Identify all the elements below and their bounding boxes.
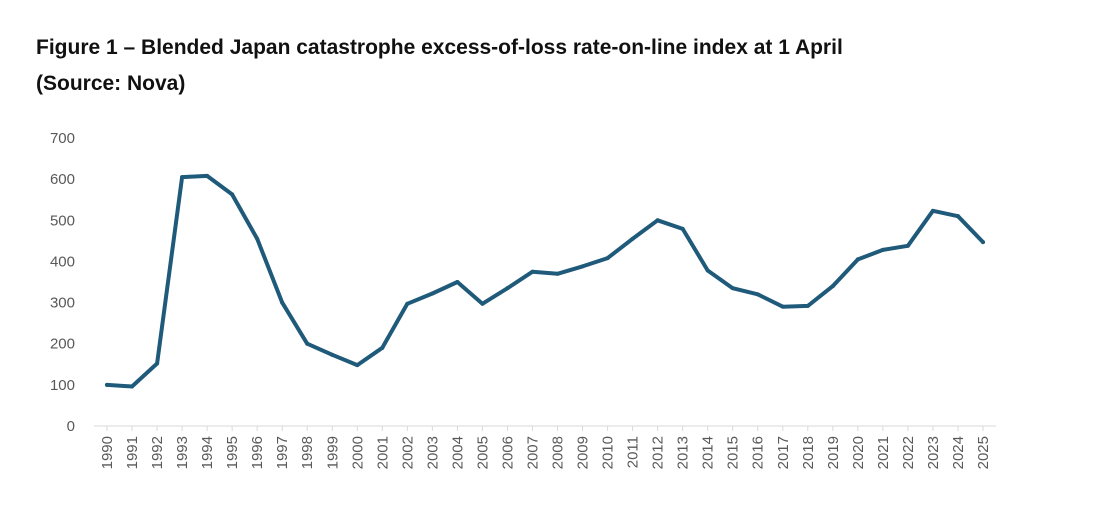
data-point <box>455 280 460 284</box>
data-point <box>255 236 260 241</box>
x-tick-label: 1993 <box>174 436 191 469</box>
data-point <box>405 301 410 306</box>
data-point <box>505 286 510 291</box>
data-point <box>780 304 785 309</box>
data-point <box>305 341 310 346</box>
x-tick-label: 2009 <box>575 436 592 469</box>
data-point <box>530 269 535 274</box>
x-tick-label: 2012 <box>650 436 667 469</box>
x-tick-label: 1999 <box>324 436 341 469</box>
x-tick-label: 2004 <box>449 436 466 469</box>
data-point <box>580 264 585 269</box>
x-tick-label: 1991 <box>124 436 141 469</box>
data-point <box>905 243 910 248</box>
data-point <box>155 361 160 366</box>
data-point <box>180 175 185 180</box>
data-point <box>955 214 960 219</box>
data-point <box>805 303 810 308</box>
x-tick-label: 2005 <box>474 436 491 469</box>
x-tick-label: 2020 <box>850 436 867 469</box>
data-point <box>430 291 435 296</box>
x-tick-label: 2013 <box>675 436 692 469</box>
data-point <box>680 226 685 231</box>
x-tick-label: 1995 <box>224 436 241 469</box>
data-point <box>555 271 560 276</box>
x-tick-label: 1992 <box>149 436 166 469</box>
data-point <box>705 268 710 273</box>
x-tick-label: 2025 <box>975 436 992 469</box>
data-point <box>605 256 610 261</box>
data-points <box>105 173 985 389</box>
data-point <box>355 363 360 368</box>
chart-title-line-2: (Source: Nova) <box>36 72 186 95</box>
x-tick-label: 2019 <box>825 436 842 469</box>
data-point <box>205 173 210 178</box>
x-tick-label: 1994 <box>199 436 216 469</box>
data-point <box>655 218 660 223</box>
x-tick-label: 2007 <box>524 436 541 469</box>
y-tick-label: 100 <box>50 377 75 394</box>
x-tick-label: 2010 <box>600 436 617 469</box>
data-point <box>930 208 935 213</box>
x-tick-label: 1998 <box>299 436 316 469</box>
data-point <box>630 236 635 241</box>
data-point <box>480 301 485 306</box>
x-tick-label: 2002 <box>399 436 416 469</box>
data-point <box>830 284 835 289</box>
data-point <box>380 345 385 350</box>
x-tick-label: 2003 <box>424 436 441 469</box>
y-tick-label: 200 <box>50 336 75 353</box>
y-tick-label: 700 <box>50 130 75 147</box>
x-tick-label: 2015 <box>725 436 742 469</box>
x-tick-label: 2014 <box>700 436 717 469</box>
data-point <box>330 352 335 357</box>
data-point <box>855 257 860 262</box>
x-tick-label: 1990 <box>99 436 116 469</box>
data-point <box>280 300 285 305</box>
y-tick-label: 400 <box>50 253 75 270</box>
x-tick-label: 2018 <box>800 436 817 469</box>
x-tick-label: 2001 <box>374 436 391 469</box>
data-point <box>981 240 985 245</box>
y-axis-ticks: 0 100 200 300 400 500 600 700 <box>50 130 75 435</box>
data-point <box>730 286 735 291</box>
data-point <box>880 247 885 252</box>
x-tick-label: 2022 <box>900 436 917 469</box>
x-tick-label: 2017 <box>775 436 792 469</box>
chart-title-line-1: Figure 1 – Blended Japan catastrophe exc… <box>36 36 843 59</box>
chart-title: Figure 1 – Blended Japan catastrophe exc… <box>36 30 1076 102</box>
x-tick-label: 1996 <box>249 436 266 469</box>
y-tick-label: 500 <box>50 212 75 229</box>
data-point <box>105 382 109 387</box>
x-tick-label: 2024 <box>950 436 967 469</box>
data-point <box>755 292 760 297</box>
y-tick-label: 0 <box>67 418 75 435</box>
data-point <box>230 192 235 197</box>
x-tick-label: 2023 <box>925 436 942 469</box>
x-tick-label: 2008 <box>550 436 567 469</box>
x-tick-label: 2000 <box>349 436 366 469</box>
series-line <box>105 173 985 389</box>
x-axis-ticks: 1990 1991 1992 1993 1994 1995 1996 1997 1998 1999… <box>99 426 992 469</box>
y-tick-label: 300 <box>50 295 75 312</box>
x-tick-label: 2016 <box>750 436 767 469</box>
data-point <box>130 384 135 389</box>
x-tick-label: 2021 <box>875 436 892 469</box>
x-tick-label: 2011 <box>625 436 642 468</box>
x-tick-label: 2006 <box>499 436 516 469</box>
y-tick-label: 600 <box>50 171 75 188</box>
x-tick-label: 1997 <box>274 436 291 469</box>
